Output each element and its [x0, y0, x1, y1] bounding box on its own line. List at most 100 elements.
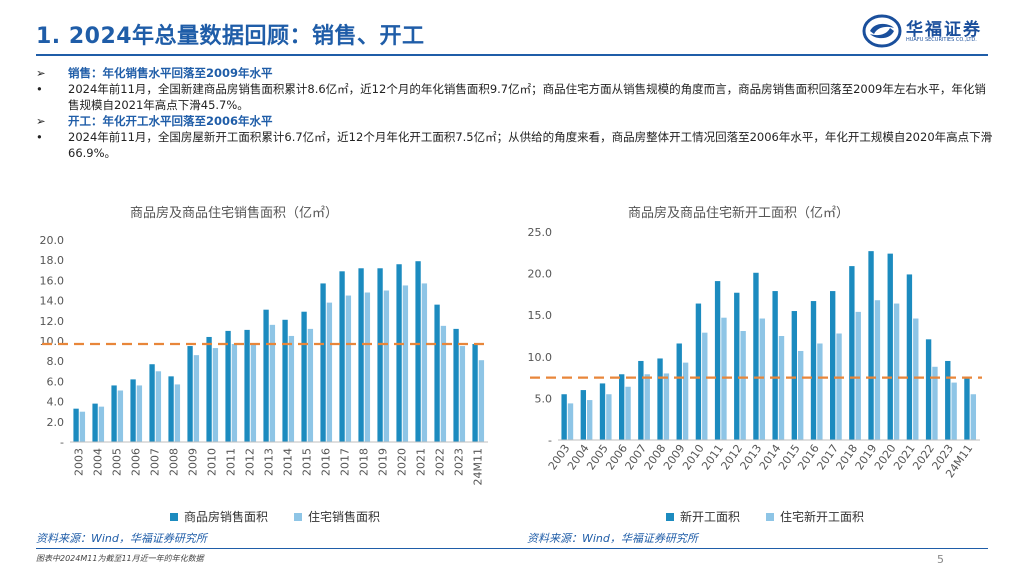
bullet-text: 2024年前11月，全国新建商品房销售面积累计8.6亿㎡，近12个月的年化销售面…: [68, 82, 986, 112]
bar-primary-2008: [657, 358, 663, 440]
bar-primary-2013: [753, 272, 759, 440]
y-tick-label: 4.0: [47, 396, 65, 409]
legend-label: 新开工面积: [680, 510, 741, 524]
bar-residential-2009: [193, 355, 200, 442]
source-note-sales: 资料来源：Wind，华福证券研究所: [36, 532, 207, 545]
x-tick-label: 2004: [92, 448, 105, 476]
x-tick-label: 2021: [415, 448, 428, 476]
starts-area-chart: -5.010.015.020.025.020032004200520062007…: [528, 226, 982, 480]
bar-primary-2003: [561, 394, 567, 440]
chart-title-starts: 商品房及商品住宅新开工面积（亿㎡）: [628, 206, 850, 221]
bullet-text: 销售：年化销售水平回落至2009年水平: [68, 66, 273, 80]
bar-residential-2008: [174, 384, 181, 442]
bar-residential-2009: [682, 362, 689, 440]
bar-residential-2016: [326, 302, 333, 442]
arrow-bullet-icon: ➢: [36, 114, 46, 128]
bar-residential-24M11: [970, 394, 977, 440]
bullet-text: 开工：年化开工水平回落至2006年水平: [68, 114, 273, 128]
bar-residential-2005: [606, 394, 612, 440]
y-tick-label: 10.0: [528, 351, 553, 364]
bar-residential-2007: [155, 371, 162, 442]
bar-residential-2012: [740, 331, 746, 440]
x-tick-label: 2014: [282, 448, 295, 476]
bar-primary-2009: [187, 346, 193, 442]
bar-primary-2014: [282, 319, 288, 442]
page-title: 1. 2024年总量数据回顾：销售、开工: [36, 24, 425, 49]
x-tick-label: 2017: [339, 448, 352, 476]
footer-divider: [36, 548, 988, 549]
bullet-item-sales: • 2024年前11月，全国新建商品房销售面积累计8.6亿㎡，近12个月的年化销…: [36, 81, 996, 113]
y-tick-label: 6.0: [47, 375, 65, 388]
bar-residential-2017: [836, 333, 842, 440]
x-tick-label: 2007: [149, 448, 162, 476]
bar-primary-2020: [396, 264, 402, 442]
bar-residential-2019: [383, 290, 390, 442]
bar-primary-2006: [618, 374, 625, 440]
x-tick-label: 2009: [187, 448, 200, 476]
bar-residential-2018: [855, 311, 861, 440]
legend-label: 住宅新开工面积: [780, 510, 865, 524]
x-tick-label: 2008: [168, 448, 181, 476]
bar-residential-2022: [932, 366, 938, 440]
x-tick-label: 2013: [263, 448, 276, 476]
bar-primary-2017: [829, 291, 836, 440]
bar-residential-2004: [98, 406, 105, 442]
bar-primary-2023: [453, 328, 459, 442]
bar-primary-2004: [580, 390, 587, 440]
legend-label: 商品房销售面积: [184, 510, 269, 524]
x-tick-label: 2010: [206, 448, 219, 476]
bar-primary-2014: [772, 291, 778, 440]
bar-residential-2006: [625, 386, 631, 440]
y-tick-label: 14.0: [40, 295, 65, 308]
bar-primary-2015: [301, 311, 307, 442]
bar-primary-2023: [945, 360, 951, 440]
bar-primary-2006: [130, 379, 136, 442]
y-tick-label: 15.0: [528, 309, 553, 322]
bar-residential-2005: [117, 390, 124, 442]
x-tick-label: 2006: [130, 448, 143, 476]
footnote: 图表中2024M11为截至11月近一年的年化数据: [36, 554, 204, 563]
y-tick-label: 10.0: [40, 335, 65, 348]
bar-primary-2021: [415, 261, 421, 442]
dot-bullet-icon: •: [36, 82, 43, 96]
bar-residential-2014: [288, 335, 295, 442]
x-tick-label: 2011: [225, 448, 238, 476]
y-tick-label: -: [548, 434, 552, 447]
logo-text: 华福证券: [906, 20, 982, 40]
bar-primary-2022: [925, 339, 932, 440]
x-tick-label: 2003: [73, 448, 86, 476]
y-tick-label: 12.0: [40, 315, 65, 328]
legend-swatch: [294, 512, 303, 521]
bar-residential-2020: [402, 285, 409, 442]
bar-residential-2010: [702, 332, 708, 440]
legend-label: 住宅销售面积: [308, 510, 381, 524]
bar-primary-2021: [906, 274, 913, 440]
chart-legend-starts: 新开工面积 住宅新开工面积: [666, 508, 864, 525]
bar-residential-2008: [663, 373, 670, 440]
source-note-starts: 资料来源：Wind，华福证券研究所: [527, 532, 698, 545]
bar-primary-2013: [263, 309, 269, 442]
y-tick-label: 25.0: [528, 226, 553, 239]
sales-area-chart: - 2.0 4.0 6.0 8.0 10.0 12.0 14.0 16.0 18.0 20.0 200…: [40, 234, 490, 486]
bar-residential-2018: [364, 292, 371, 442]
bar-residential-2019: [874, 300, 881, 440]
bar-primary-2003: [73, 408, 79, 442]
dot-bullet-icon: •: [36, 130, 43, 144]
y-tick-label: 18.0: [40, 254, 65, 267]
bar-residential-2003: [567, 403, 574, 440]
bar-residential-2022: [440, 325, 447, 442]
bar-primary-2019: [377, 268, 383, 442]
y-tick-label: 16.0: [40, 274, 65, 287]
bar-residential-2017: [345, 295, 352, 442]
bar-residential-2004: [587, 400, 593, 440]
x-tick-label: 2023: [453, 448, 466, 476]
chart-title-sales: 商品房及商品住宅销售面积（亿㎡）: [130, 206, 339, 221]
bar-primary-2015: [791, 311, 798, 440]
bullet-heading-starts: ➢ 开工：年化开工水平回落至2006年水平: [36, 113, 996, 129]
logo-subtext: HUAFU SECURITIES CO.,LTD.: [906, 37, 977, 43]
bar-primary-2018: [358, 268, 364, 442]
legend-swatch: [766, 512, 775, 521]
bar-primary-2007: [149, 364, 155, 442]
x-tick-label: 2005: [111, 448, 124, 476]
bar-primary-2010: [695, 303, 702, 440]
